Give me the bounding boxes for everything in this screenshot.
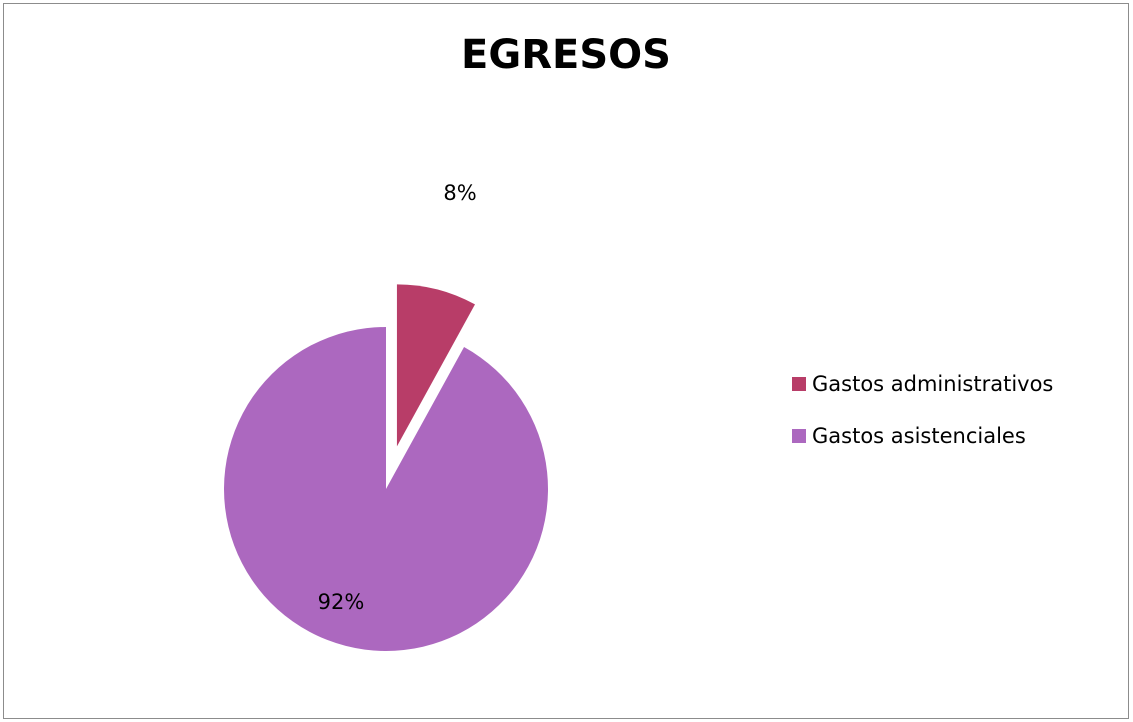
legend-label-gastos-asistenciales: Gastos asistenciales [812, 424, 1026, 448]
legend-item-gastos-asistenciales: Gastos asistenciales [792, 422, 1053, 450]
legend: Gastos administrativos Gastos asistencia… [792, 370, 1053, 474]
chart-area: EGRESOS [3, 3, 1129, 719]
data-label-gastos-administrativos: 8% [443, 181, 476, 205]
pie-slice-gastos-administrativos [396, 284, 475, 447]
data-label-gastos-asistenciales: 92% [318, 590, 365, 614]
pie-slice-gastos-asistenciales [223, 327, 548, 651]
legend-item-gastos-administrativos: Gastos administrativos [792, 370, 1053, 398]
legend-label-gastos-administrativos: Gastos administrativos [812, 372, 1054, 396]
chart-title: EGRESOS [461, 32, 671, 78]
legend-swatch-gastos-asistenciales [792, 429, 806, 443]
legend-swatch-gastos-administrativos [792, 377, 806, 391]
